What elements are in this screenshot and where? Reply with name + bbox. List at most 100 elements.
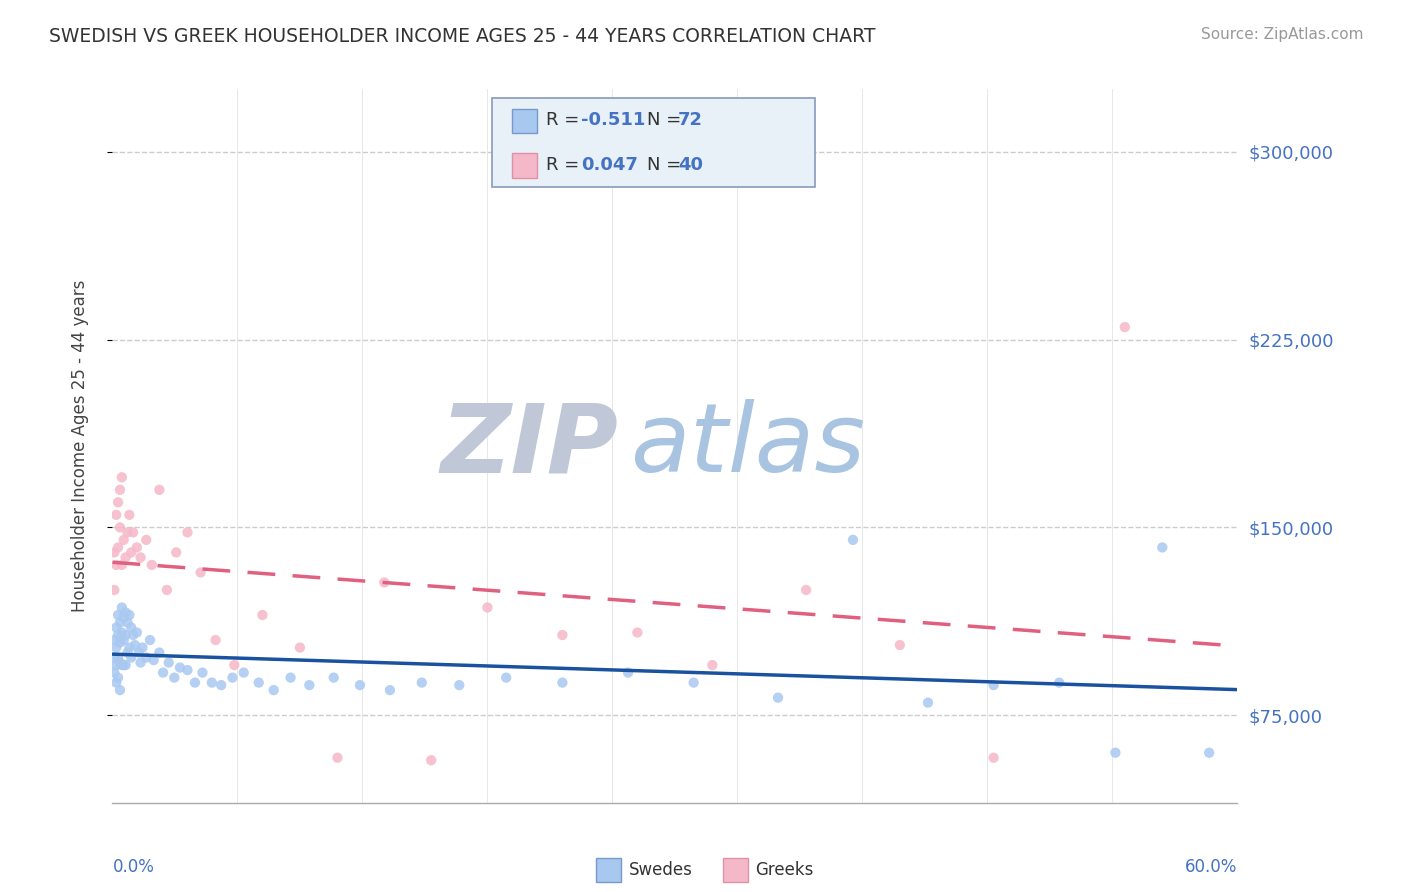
Point	[322, 671, 344, 685]
Point	[1047, 675, 1070, 690]
Point	[477, 600, 499, 615]
Point	[111, 558, 134, 572]
Point	[163, 671, 186, 685]
Point	[156, 582, 179, 597]
Point	[142, 653, 165, 667]
Point	[917, 696, 939, 710]
Point	[1114, 320, 1136, 334]
Point	[224, 658, 246, 673]
Point	[125, 541, 148, 555]
Point	[349, 678, 371, 692]
Point	[165, 545, 187, 559]
Text: Greeks: Greeks	[755, 861, 814, 879]
Point	[889, 638, 911, 652]
Point	[420, 753, 443, 767]
Point	[626, 625, 648, 640]
Point	[105, 658, 128, 673]
Point	[107, 541, 129, 555]
Point	[103, 633, 125, 648]
Point	[263, 683, 285, 698]
Point	[131, 640, 153, 655]
Point	[298, 678, 321, 692]
Point	[111, 658, 134, 673]
Point	[112, 610, 135, 624]
Point	[114, 658, 136, 673]
Text: R =: R =	[546, 156, 585, 174]
Point	[114, 606, 136, 620]
Point	[495, 671, 517, 685]
Point	[221, 671, 243, 685]
Point	[129, 656, 152, 670]
Point	[108, 520, 131, 534]
Point	[125, 625, 148, 640]
Point	[112, 633, 135, 648]
Point	[148, 483, 170, 497]
Point	[139, 633, 162, 648]
Point	[108, 615, 131, 630]
Point	[107, 671, 129, 685]
Point	[135, 650, 157, 665]
Point	[373, 575, 395, 590]
Point	[766, 690, 789, 705]
Text: ZIP: ZIP	[440, 400, 619, 492]
Point	[1104, 746, 1126, 760]
Point	[176, 663, 198, 677]
Point	[794, 582, 817, 597]
Point	[129, 550, 152, 565]
Point	[702, 658, 724, 673]
Point	[111, 470, 134, 484]
Point	[983, 678, 1005, 692]
Text: R =: R =	[546, 111, 585, 128]
Text: N =: N =	[647, 156, 686, 174]
Point	[112, 658, 135, 673]
Point	[157, 656, 180, 670]
Point	[378, 683, 401, 698]
Text: Source: ZipAtlas.com: Source: ZipAtlas.com	[1201, 27, 1364, 42]
Point	[326, 750, 349, 764]
Point	[449, 678, 471, 692]
Y-axis label: Householder Income Ages 25 - 44 years: Householder Income Ages 25 - 44 years	[70, 280, 89, 612]
Text: Swedes: Swedes	[628, 861, 692, 879]
Point	[108, 683, 131, 698]
Text: N =: N =	[647, 111, 686, 128]
Point	[114, 550, 136, 565]
Text: 60.0%: 60.0%	[1185, 858, 1237, 876]
Point	[117, 646, 139, 660]
Point	[124, 638, 146, 652]
Point	[107, 650, 129, 665]
Point	[114, 628, 136, 642]
Point	[105, 508, 128, 522]
Point	[112, 533, 135, 547]
Point	[252, 607, 274, 622]
Point	[103, 665, 125, 680]
Point	[120, 621, 142, 635]
Point	[176, 525, 198, 540]
Point	[108, 483, 131, 497]
Point	[118, 508, 141, 522]
Point	[103, 582, 125, 597]
Point	[1198, 746, 1220, 760]
Point	[103, 545, 125, 559]
Point	[682, 675, 704, 690]
Point	[120, 650, 142, 665]
Point	[111, 625, 134, 640]
Point	[232, 665, 254, 680]
Point	[191, 665, 214, 680]
Point	[118, 640, 141, 655]
Point	[135, 533, 157, 547]
Point	[122, 525, 145, 540]
Point	[107, 495, 129, 509]
Point	[842, 533, 865, 547]
Point	[152, 665, 174, 680]
Point	[148, 646, 170, 660]
Point	[184, 675, 207, 690]
Text: 0.047: 0.047	[581, 156, 637, 174]
Point	[105, 621, 128, 635]
Point	[108, 635, 131, 649]
Point	[105, 640, 128, 655]
Point	[117, 615, 139, 630]
Text: 40: 40	[678, 156, 703, 174]
Text: 72: 72	[678, 111, 703, 128]
Point	[122, 628, 145, 642]
Point	[103, 650, 125, 665]
